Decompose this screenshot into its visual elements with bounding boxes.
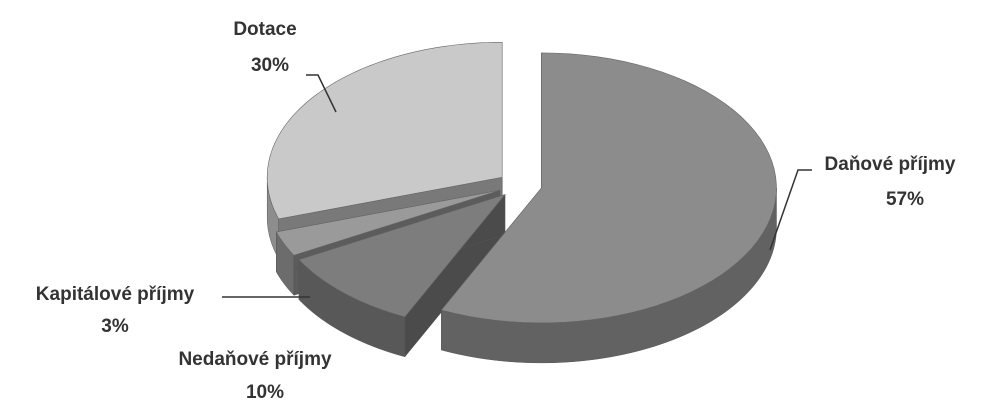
pie [266,41,777,364]
slice-value: 57% [886,189,924,210]
leader-line [306,74,337,113]
slice-label: Dotace [233,19,296,40]
slice-value: 10% [246,382,284,402]
slice [440,52,777,324]
slice-value: 3% [101,316,129,337]
slice-label: Kapitálové příjmy [36,284,195,305]
slice [275,189,500,256]
slice-label: Daňové příjmy [825,154,956,175]
leader-line [769,169,812,251]
slice [266,41,503,220]
slice [298,194,506,318]
slice-label: Nedaňové příjmy [178,349,332,370]
slice-value: 30% [251,55,289,76]
